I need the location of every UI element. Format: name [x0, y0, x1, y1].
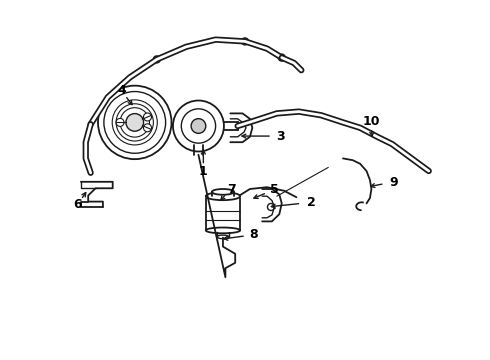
- Text: 2: 2: [307, 196, 316, 209]
- Ellipse shape: [206, 228, 240, 233]
- Ellipse shape: [217, 235, 229, 239]
- Ellipse shape: [206, 192, 240, 200]
- Circle shape: [191, 119, 206, 133]
- Text: 5: 5: [270, 183, 279, 196]
- Text: 4: 4: [117, 84, 126, 96]
- Text: 9: 9: [389, 176, 398, 189]
- Circle shape: [242, 38, 248, 45]
- Text: 8: 8: [249, 228, 258, 240]
- Text: 1: 1: [199, 165, 208, 177]
- Circle shape: [278, 54, 285, 61]
- Text: 6: 6: [73, 198, 82, 211]
- Circle shape: [144, 124, 151, 132]
- Circle shape: [126, 114, 144, 131]
- Text: 10: 10: [363, 115, 380, 128]
- Ellipse shape: [212, 189, 234, 195]
- Circle shape: [144, 113, 151, 121]
- Circle shape: [116, 118, 124, 126]
- Circle shape: [173, 100, 224, 152]
- Text: 7: 7: [227, 183, 236, 196]
- Circle shape: [153, 56, 160, 63]
- Text: 3: 3: [276, 130, 285, 143]
